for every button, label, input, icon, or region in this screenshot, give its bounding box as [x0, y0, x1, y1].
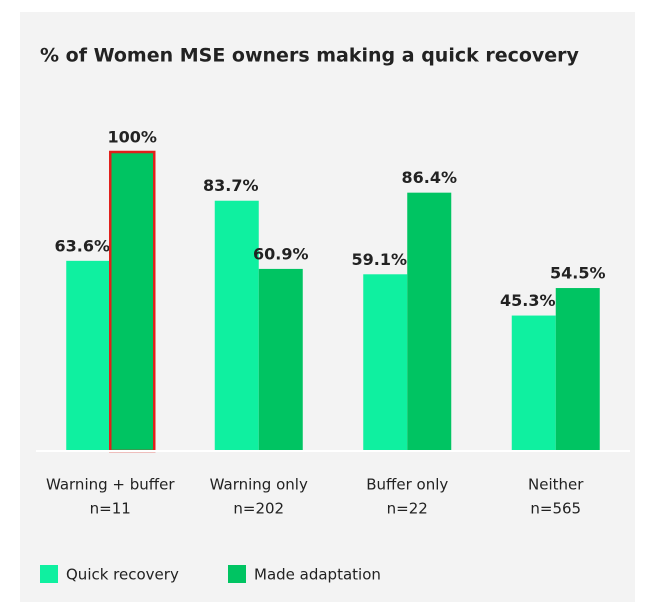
data-label: 60.9%: [253, 244, 309, 263]
x-tick-label: Warning only: [210, 476, 308, 494]
x-tick-label: Neither: [528, 476, 584, 494]
bar: [407, 192, 452, 451]
data-label: 100%: [108, 128, 157, 147]
x-tick-label: Warning + buffer: [46, 476, 175, 494]
x-tick-sublabel: n=565: [530, 500, 581, 518]
bar: [258, 268, 303, 451]
data-label: 63.6%: [54, 236, 110, 255]
legend-label: Made adaptation: [254, 566, 381, 584]
legend-label: Quick recovery: [66, 566, 179, 584]
data-label: 86.4%: [401, 168, 457, 187]
bar: [511, 315, 556, 451]
x-tick-sublabel: n=11: [90, 500, 131, 518]
chart-title: % of Women MSE owners making a quick rec…: [40, 45, 580, 67]
x-tick-label: Buffer only: [366, 476, 448, 494]
data-label: 59.1%: [351, 250, 407, 269]
bar: [214, 200, 259, 451]
bar: [555, 288, 600, 451]
x-tick-sublabel: n=22: [387, 500, 428, 518]
data-label: 83.7%: [203, 176, 259, 195]
x-tick-sublabel: n=202: [233, 500, 284, 518]
data-label: 54.5%: [550, 264, 606, 283]
data-label: 45.3%: [500, 291, 556, 310]
legend-swatch: [40, 565, 58, 583]
bar: [363, 274, 408, 451]
legend-swatch: [228, 565, 246, 583]
bar: [109, 150, 156, 453]
bar: [66, 260, 111, 451]
